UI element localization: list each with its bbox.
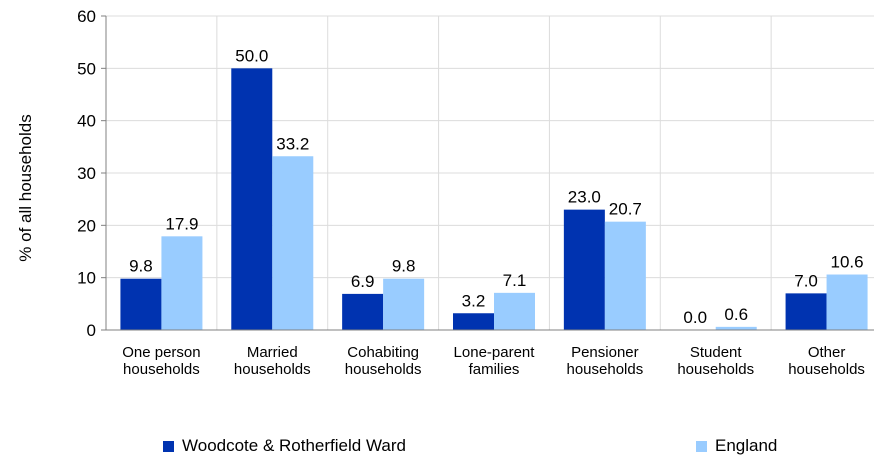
data-label: 20.7	[609, 200, 642, 219]
bar-ward	[453, 313, 494, 330]
x-tick-label: Lone-parent families	[454, 344, 536, 378]
y-tick-label: 50	[77, 59, 96, 78]
x-tick-label: Married households	[234, 344, 311, 378]
data-label: 0.6	[724, 305, 748, 324]
axes: 0 10 20 30 40 50 60 One person households Married…	[77, 7, 874, 378]
legend-swatch-england	[696, 440, 707, 452]
data-label: 17.9	[165, 214, 198, 233]
data-label: 23.0	[568, 188, 601, 207]
households-bar-chart: 0 10 20 30 40 50 60 One person households Married…	[16, 7, 874, 378]
y-tick-label: 60	[77, 7, 96, 26]
data-label: 7.1	[503, 271, 527, 290]
bar-ward	[120, 278, 162, 330]
gridlines	[106, 15, 874, 330]
bar-ward	[231, 68, 273, 330]
data-label: 33.2	[276, 134, 309, 153]
bars	[120, 68, 868, 330]
x-tick-label: Cohabiting households	[345, 344, 422, 378]
data-label: 9.8	[129, 257, 153, 276]
data-label: 7.0	[794, 271, 818, 290]
bar-england	[826, 274, 868, 330]
data-labels: 9.8 50.0 6.9 3.2 23.0 0.0 7.0 17.9 33.2 9.8 7.1 20.…	[129, 46, 864, 327]
bar-ward	[563, 209, 605, 330]
data-label: 10.6	[831, 253, 864, 272]
legend-item-ward: Woodcote & Rotherfield Ward	[163, 436, 406, 456]
x-tick-label: Student households	[677, 344, 754, 378]
x-tick-label: Pensioner households	[566, 344, 643, 378]
bar-england	[383, 278, 425, 330]
y-tick-label: 30	[77, 164, 96, 183]
legend-item-england: England	[696, 436, 777, 456]
bar-england	[715, 326, 757, 330]
legend-swatch-ward	[163, 440, 174, 452]
bar-england	[604, 221, 646, 330]
data-label: 0.0	[683, 308, 707, 327]
y-tick-label: 40	[77, 112, 96, 131]
bar-england	[272, 156, 314, 330]
y-axis-title: % of all households	[16, 114, 35, 261]
x-tick-label: One person households	[122, 344, 200, 378]
bar-england	[494, 292, 535, 330]
bar-ward	[342, 293, 384, 330]
data-label: 3.2	[462, 291, 486, 310]
x-tick-label: Other households	[788, 344, 865, 378]
data-label: 50.0	[235, 46, 268, 65]
bar-ward	[785, 293, 827, 330]
legend-label-england: England	[715, 436, 778, 455]
y-tick-label: 20	[77, 216, 96, 235]
legend-label-ward: Woodcote & Rotherfield Ward	[182, 436, 406, 455]
data-label: 9.8	[392, 257, 416, 276]
data-label: 6.9	[351, 272, 375, 291]
y-tick-label: 10	[77, 269, 96, 288]
y-tick-label: 0	[87, 321, 96, 340]
bar-england	[161, 236, 203, 330]
